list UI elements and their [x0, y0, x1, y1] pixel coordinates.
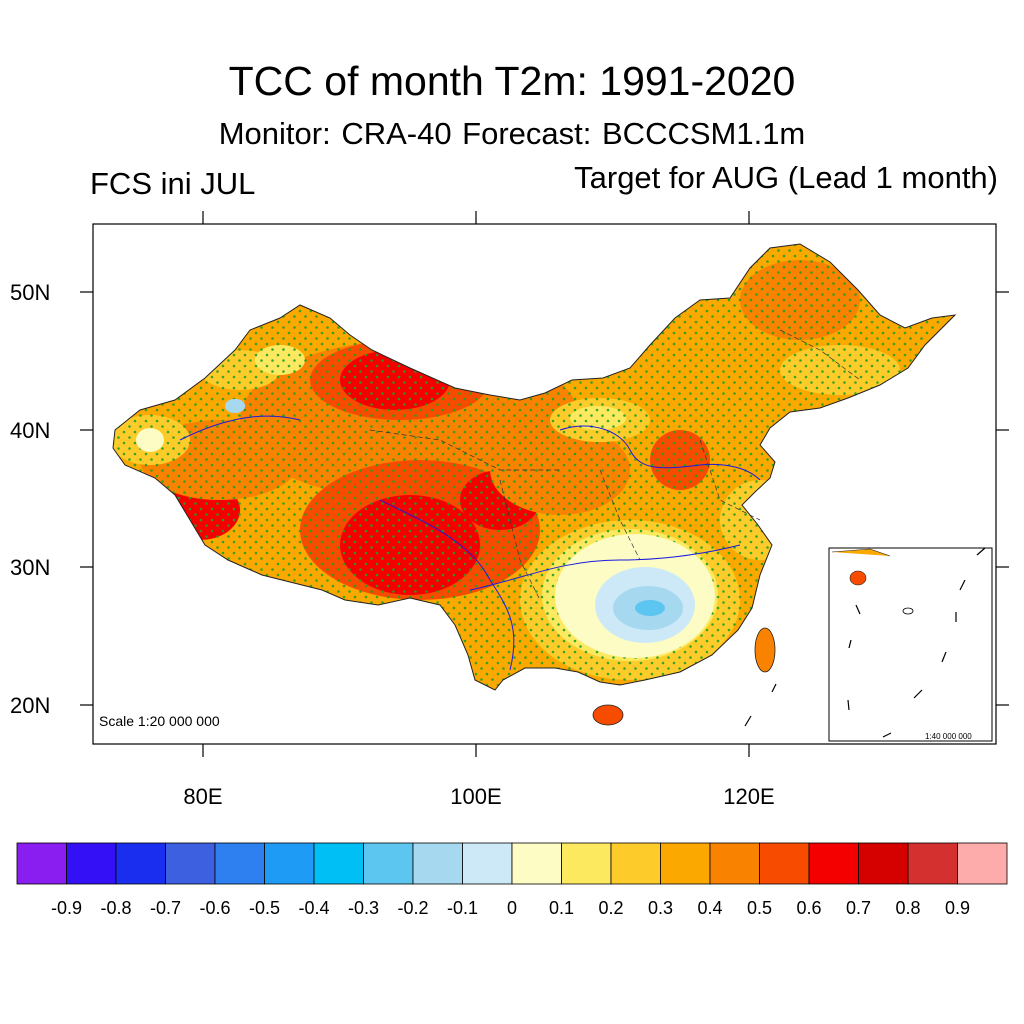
colorbar-swatch [66, 842, 117, 885]
target-label: Target for AUG (Lead 1 month) [574, 160, 998, 195]
colorbar-label: 0.8 [895, 898, 920, 918]
colorbar-label: 0 [507, 898, 517, 918]
colorbar-swatch [907, 842, 958, 885]
colorbar-swatch [561, 842, 612, 885]
colorbar-label: -0.5 [249, 898, 280, 918]
subtitle: Monitor: CRA-40 Forecast: BCCCSM1.1m [218, 116, 806, 151]
colorbar-label: 0.5 [747, 898, 772, 918]
province-borders [369, 329, 861, 601]
colorbar-label: 0.3 [648, 898, 673, 918]
rivers [179, 415, 761, 671]
scale-main: Scale 1:20 000 000 [99, 713, 220, 729]
hainan-shape [592, 704, 624, 726]
colorbar-label: -0.9 [51, 898, 82, 918]
scale-inset: 1:40 000 000 [925, 732, 972, 741]
colorbar-swatch [759, 842, 810, 885]
colorbar-swatch [412, 842, 463, 885]
lon-label-100e: 100E [450, 784, 501, 809]
colorbar: -0.9 -0.8 -0.7 -0.6 -0.5 -0.4 -0.3 -0.2 -0.1 0 0.1… [16, 842, 1008, 918]
colorbar-swatch [165, 842, 216, 885]
lat-label-40n: 40N [10, 418, 50, 443]
colorbar-label: 0.9 [945, 898, 970, 918]
axis-ticks [80, 211, 1009, 757]
colorbar-label: -0.1 [447, 898, 478, 918]
colorbar-swatch [610, 842, 661, 885]
colorbar-swatch [462, 842, 513, 885]
colorbar-swatch [709, 842, 760, 885]
page-title: TCC of month T2m: 1991-2020 [228, 58, 796, 104]
colorbar-swatch [363, 842, 414, 885]
colorbar-label: -0.7 [150, 898, 181, 918]
colorbar-label: -0.2 [397, 898, 428, 918]
colorbar-label: 0.2 [598, 898, 623, 918]
colorbar-label: 0.1 [549, 898, 574, 918]
colorbar-swatch [511, 842, 562, 885]
colorbar-swatch [16, 842, 67, 885]
colorbar-label: 0.7 [846, 898, 871, 918]
lat-label-50n: 50N [10, 280, 50, 305]
colorbar-swatch [660, 842, 711, 885]
colorbar-label: -0.3 [348, 898, 379, 918]
colorbar-swatch [808, 842, 859, 885]
south-china-sea-inset [828, 547, 993, 742]
colorbar-label: 0.4 [697, 898, 722, 918]
lat-label-30n: 30N [10, 555, 50, 580]
taiwan-shape [754, 627, 776, 673]
colorbar-swatch [115, 842, 166, 885]
colorbar-swatch [214, 842, 265, 885]
init-label: FCS ini JUL [90, 166, 256, 201]
map-frame [92, 223, 997, 745]
colorbar-swatch [313, 842, 364, 885]
colorbar-swatch [858, 842, 909, 885]
colorbar-label: -0.4 [298, 898, 329, 918]
colorbar-label: 0.6 [796, 898, 821, 918]
lat-label-20n: 20N [10, 693, 50, 718]
colorbar-label: -0.8 [100, 898, 131, 918]
colorbar-label: -0.6 [199, 898, 230, 918]
colorbar-swatch [264, 842, 315, 885]
lon-label-80e: 80E [183, 784, 222, 809]
colorbar-swatch [957, 842, 1008, 885]
lon-label-120e: 120E [723, 784, 774, 809]
